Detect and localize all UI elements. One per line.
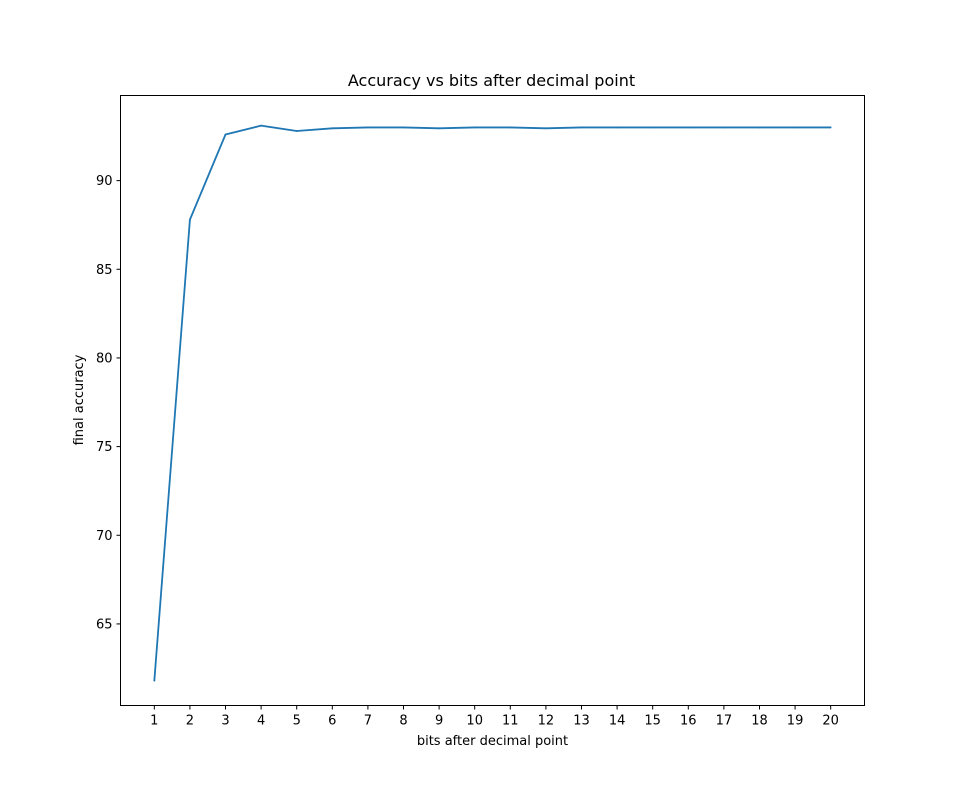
x-tick-label: 12 bbox=[538, 714, 555, 729]
x-tick-label: 11 bbox=[502, 714, 519, 729]
x-tick-label: 4 bbox=[257, 714, 265, 729]
x-tick-label: 13 bbox=[573, 714, 590, 729]
chart-title: Accuracy vs bits after decimal point bbox=[348, 71, 635, 90]
data-point bbox=[687, 126, 690, 129]
accuracy-series-line bbox=[153, 124, 831, 681]
data-point bbox=[295, 130, 298, 132]
x-tick-label: 17 bbox=[716, 714, 733, 729]
plot-area bbox=[120, 95, 865, 706]
data-point bbox=[224, 133, 227, 136]
data-point bbox=[794, 126, 796, 129]
x-tick-label: 8 bbox=[399, 714, 407, 729]
data-point bbox=[331, 127, 334, 130]
y-tick-label: 90 bbox=[96, 174, 113, 189]
data-point bbox=[153, 679, 156, 682]
x-tick-label: 18 bbox=[751, 714, 768, 729]
data-point bbox=[651, 126, 654, 129]
data-point bbox=[189, 218, 191, 221]
series-group bbox=[153, 124, 832, 682]
y-axis: 65 70 75 80 85 90 bbox=[96, 174, 121, 632]
data-point bbox=[402, 126, 405, 129]
x-tick-label: 20 bbox=[822, 714, 839, 729]
x-axis-label: bits after decimal point bbox=[417, 734, 568, 749]
x-tick-label: 5 bbox=[293, 714, 301, 729]
data-point bbox=[438, 127, 441, 130]
x-tick-label: 6 bbox=[328, 714, 336, 729]
y-tick-label: 70 bbox=[96, 529, 113, 544]
data-point bbox=[829, 126, 832, 129]
data-point bbox=[260, 124, 263, 127]
data-point bbox=[509, 126, 512, 129]
data-point bbox=[616, 126, 618, 129]
data-point bbox=[580, 126, 583, 129]
x-tick-label: 16 bbox=[680, 714, 697, 729]
x-tick-label: 9 bbox=[435, 714, 443, 729]
x-tick-label: 2 bbox=[186, 714, 194, 729]
x-tick-label: 19 bbox=[787, 714, 804, 729]
x-tick-label: 14 bbox=[609, 714, 626, 729]
y-tick-label: 80 bbox=[96, 351, 113, 366]
x-tick-label: 3 bbox=[221, 714, 229, 729]
x-axis: 1 2 3 4 5 6 7 8 9 10 11 12 13 14 15 16 17 18 19 20 bbox=[150, 705, 839, 729]
x-tick-label: 15 bbox=[644, 714, 661, 729]
data-point bbox=[544, 127, 547, 130]
data-point bbox=[722, 126, 725, 129]
y-tick-label: 65 bbox=[96, 617, 113, 632]
data-point bbox=[473, 126, 476, 129]
y-axis-label: final accuracy bbox=[72, 354, 87, 445]
y-tick-label: 75 bbox=[96, 440, 113, 455]
data-point bbox=[367, 126, 369, 129]
x-tick-label: 10 bbox=[466, 714, 483, 729]
y-tick-label: 85 bbox=[96, 263, 113, 278]
data-point bbox=[758, 126, 761, 129]
x-tick-label: 1 bbox=[150, 714, 158, 729]
x-tick-label: 7 bbox=[364, 714, 372, 729]
